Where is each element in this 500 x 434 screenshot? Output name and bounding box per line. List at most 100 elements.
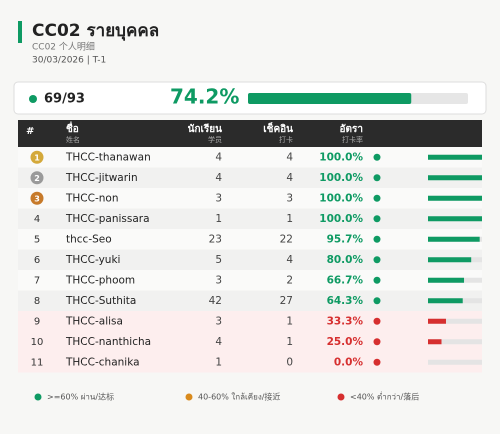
rank: 4 (34, 214, 40, 225)
rank-badge (30, 191, 44, 205)
column-header: # (26, 126, 34, 137)
checkin: 4 (286, 172, 293, 184)
legend-label: >=60% ผ่าน/达标 (47, 392, 114, 402)
date: 30/03/2026 | T-1 (32, 56, 106, 66)
rate-bar (428, 216, 482, 222)
students: 4 (215, 336, 222, 348)
accent-bar (18, 21, 22, 43)
column-header: อัตรา (340, 123, 364, 135)
status-dot (373, 317, 381, 325)
students: 42 (209, 295, 222, 307)
rank: 5 (34, 234, 40, 245)
status-dot (373, 256, 381, 264)
students: 5 (215, 254, 222, 266)
status-dot (373, 358, 381, 366)
status-dot (373, 276, 381, 284)
column-header: ชื่อ (66, 121, 79, 135)
rate: 95.7% (327, 233, 364, 245)
rank: 1 (34, 153, 40, 162)
rate-bar (428, 236, 480, 242)
checkin: 22 (280, 233, 293, 245)
rate-bar (428, 257, 472, 263)
checked-count: 69/93 (44, 92, 85, 107)
legend-dot (185, 393, 193, 401)
rate-track (428, 339, 482, 345)
legend-label: <40% ต่ำกว่า/落后 (350, 391, 419, 402)
students: 1 (215, 356, 222, 368)
rate: 66.7% (327, 274, 364, 286)
rate-bar (428, 318, 446, 324)
rate: 100.0% (319, 172, 363, 184)
row (18, 290, 482, 311)
status-dot (373, 338, 381, 346)
column-header: นักเรียน (188, 123, 223, 135)
title: CC02 รายบุคคล (32, 21, 159, 41)
name: THCC-phoom (65, 274, 135, 286)
row (18, 167, 482, 188)
name: THCC-non (65, 192, 119, 204)
rank: 3 (34, 194, 40, 203)
rank-badge (30, 171, 44, 185)
row (18, 188, 482, 209)
row (18, 208, 482, 229)
checkin: 4 (286, 151, 293, 163)
column-sub: 学员 (208, 135, 222, 144)
column-sub: 打卡 (279, 135, 293, 144)
rate: 25.0% (327, 336, 364, 348)
column-header: เช็คอิน (263, 121, 293, 135)
status-dot (373, 174, 381, 182)
rate-bar (428, 339, 442, 345)
rank: 8 (34, 296, 40, 307)
rate-bar (428, 175, 482, 181)
name: THCC-chanika (65, 356, 140, 368)
rate: 100.0% (319, 213, 363, 225)
row (18, 147, 482, 168)
column-sub: 打卡率 (342, 135, 363, 144)
row (18, 352, 482, 373)
name: THCC-nanthicha (65, 336, 151, 348)
checkin: 3 (286, 192, 293, 204)
name: THCC-panissara (65, 213, 150, 225)
rank: 10 (31, 337, 44, 348)
status-dot (373, 194, 381, 202)
rate: 0.0% (334, 356, 364, 368)
students: 1 (215, 213, 222, 225)
students: 3 (215, 192, 222, 204)
name: THCC-Suthita (65, 295, 136, 307)
name: THCC-yuki (65, 254, 120, 266)
row (18, 311, 482, 332)
checkin: 1 (286, 336, 293, 348)
rate: 33.3% (327, 315, 364, 327)
rate-bar (428, 277, 465, 283)
name: THCC-alisa (65, 315, 123, 327)
rate: 64.3% (327, 295, 364, 307)
rate-track (428, 318, 482, 324)
name: thcc-Seo (66, 233, 112, 245)
status-dot (373, 153, 381, 161)
students: 23 (209, 233, 222, 245)
checkin: 4 (286, 254, 293, 266)
rank: 11 (31, 357, 44, 368)
rate-bar (428, 195, 482, 201)
students: 4 (215, 172, 222, 184)
percent: 74.2% (170, 85, 239, 109)
table-header (18, 120, 482, 147)
status-dot (373, 235, 381, 243)
students: 4 (215, 151, 222, 163)
status-dot (29, 95, 37, 103)
row (18, 249, 482, 270)
legend-dot (337, 393, 345, 401)
rate-track (428, 359, 482, 365)
status-dot (373, 215, 381, 223)
subtitle: CC02 个人明细 (32, 41, 95, 53)
rank: 6 (34, 255, 40, 266)
name: THCC-jitwarin (65, 172, 138, 184)
checkin: 1 (286, 213, 293, 225)
status-dot (373, 297, 381, 305)
row (18, 331, 482, 352)
rank: 7 (34, 275, 40, 286)
checkin: 1 (286, 315, 293, 327)
rank: 2 (34, 174, 40, 183)
legend-dot (34, 393, 42, 401)
